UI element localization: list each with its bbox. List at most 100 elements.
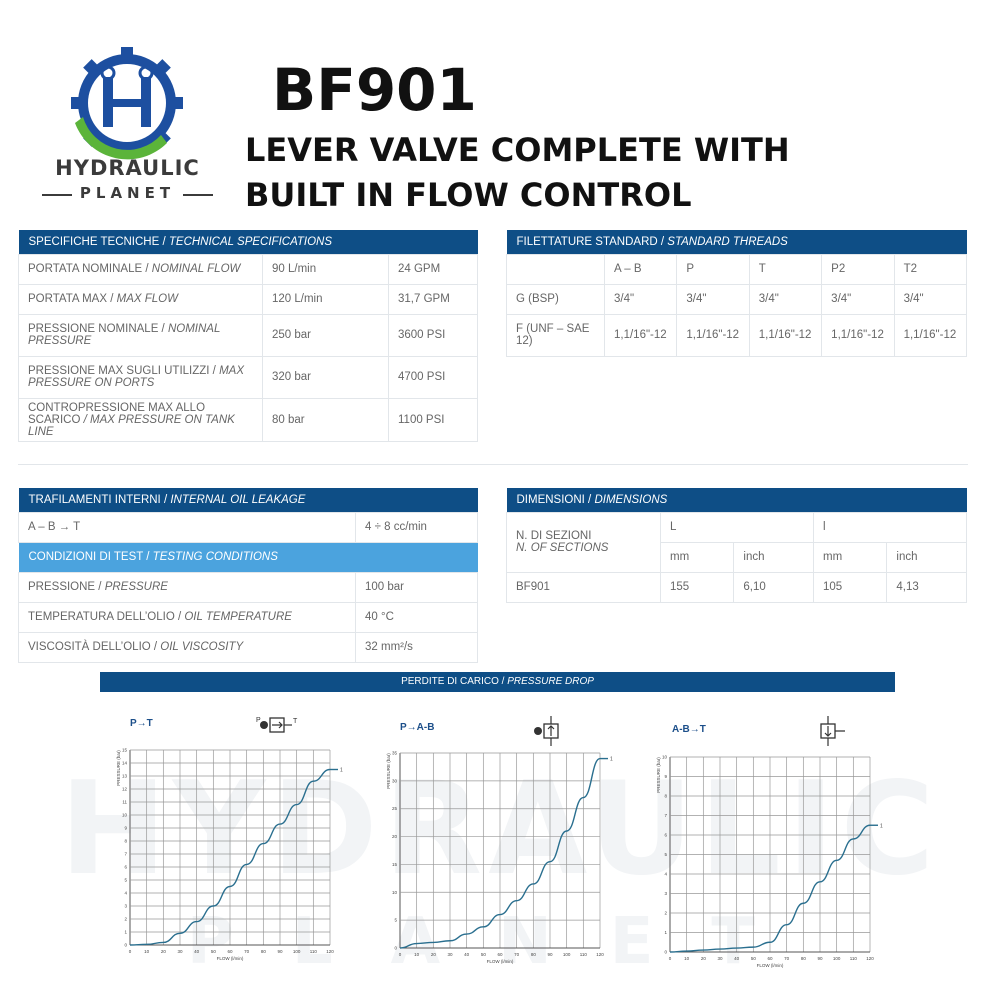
leakage-header: TRAFILAMENTI INTERNI / INTERNAL OIL LEAK… (18, 488, 478, 512)
tech-specs-table: SPECIFICHE TECNICHE / TECHNICAL SPECIFIC… (18, 230, 478, 442)
table-row: PORTATA NOMINALE / NOMINAL FLOW 90 L/min… (18, 253, 478, 285)
hydraulic-planet-logo-icon (71, 47, 183, 160)
x-tick-label: 20 (431, 952, 437, 957)
x-tick-label: 70 (784, 956, 790, 961)
svg-text:T: T (293, 718, 298, 725)
logo-brand-name: HYDRAULIC (55, 156, 200, 180)
table-row: CONTROPRESSIONE MAX ALLO SCARICO / MAX P… (18, 397, 478, 442)
x-tick-label: 80 (261, 949, 267, 954)
logo-line-left (42, 194, 72, 196)
y-axis-label: PRESSURE (bar) (386, 753, 391, 789)
svg-text:P: P (256, 717, 261, 724)
chart-2-title: P→A-B (400, 722, 435, 733)
table-row: TEMPERATURA DELL’OLIO / OIL TEMPERATURE … (18, 601, 478, 633)
pressure-drop-header: PERDITE DI CARICO / PRESSURE DROP (100, 672, 895, 692)
section-divider (18, 464, 968, 465)
leakage-table: TRAFILAMENTI INTERNI / INTERNAL OIL LEAK… (18, 488, 478, 663)
x-tick-label: 20 (161, 949, 167, 954)
x-tick-label: 40 (734, 956, 740, 961)
y-tick-label: 12 (122, 787, 128, 792)
x-tick-label: 40 (194, 949, 200, 954)
y-tick-label: 14 (122, 761, 128, 766)
y-tick-label: 8 (124, 839, 127, 844)
table-row: BF901 155 6,10 105 4,13 (506, 571, 967, 603)
y-tick-label: 0 (124, 943, 127, 948)
y-tick-label: 1 (124, 930, 127, 935)
chart-1-title: P→T (130, 718, 153, 729)
x-tick-label: 50 (751, 956, 757, 961)
x-tick-label: 90 (547, 952, 553, 957)
pressure-drop-chart-p-ab: 0 10 20 30 40 50 60 70 80 90 100 110 120 0 5 10 15 20 25 30… (386, 751, 613, 965)
x-tick-label: 120 (866, 956, 874, 961)
table-row: PORTATA MAX / MAX FLOW 120 L/min 31,7 GP… (18, 283, 478, 315)
y-tick-label: 0 (394, 946, 397, 951)
x-tick-label: 110 (580, 952, 588, 957)
x-tick-label: 30 (717, 956, 723, 961)
y-tick-label: 7 (124, 852, 127, 857)
x-tick-label: 110 (850, 956, 858, 961)
x-tick-label: 10 (414, 952, 420, 957)
y-tick-label: 35 (392, 751, 398, 756)
x-tick-label: 30 (447, 952, 453, 957)
table-row: PRESSIONE MAX SUGLI UTILIZZI / MAX PRESS… (18, 355, 478, 399)
x-axis-label: FLOW (l/min) (487, 959, 514, 964)
y-tick-label: 2 (124, 917, 127, 922)
y-tick-label: 4 (124, 891, 127, 896)
table-row: A – B → T 4 ÷ 8 cc/min (18, 511, 478, 543)
x-tick-label: 110 (310, 949, 318, 954)
tech-specs-header: SPECIFICHE TECNICHE / TECHNICAL SPECIFIC… (18, 230, 478, 254)
table-row: PRESSIONE NOMINALE / NOMINAL PRESSURE 25… (18, 313, 478, 357)
y-tick-label: 2 (664, 911, 667, 916)
x-tick-label: 60 (227, 949, 233, 954)
table-row: N. DI SEZIONI N. OF SECTIONS L l (506, 511, 968, 573)
x-tick-label: 10 (684, 956, 690, 961)
x-tick-label: 0 (399, 952, 402, 957)
x-tick-label: 60 (497, 952, 503, 957)
x-tick-label: 100 (563, 952, 571, 957)
y-tick-label: 10 (122, 813, 128, 818)
y-tick-label: 10 (662, 755, 668, 760)
table-row: A – B P T P2 T2 (506, 253, 968, 285)
y-tick-label: 7 (664, 813, 667, 818)
x-axis-label: FLOW (l/min) (757, 963, 784, 968)
y-tick-label: 15 (122, 748, 128, 753)
y-tick-label: 6 (124, 865, 127, 870)
threads-table: FILETTATURE STANDARD / STANDARD THREADS … (506, 230, 968, 357)
table-row: G (BSP) 3/4" 3/4" 3/4" 3/4" 3/4" (506, 283, 968, 315)
chart-3-title: A-B→T (672, 724, 706, 735)
series-end-label: 1 (610, 757, 613, 763)
y-tick-label: 30 (392, 778, 398, 783)
table-row: PRESSIONE / PRESSURE 100 bar (18, 571, 478, 603)
x-tick-label: 0 (669, 956, 672, 961)
x-tick-label: 100 (833, 956, 841, 961)
y-tick-label: 0 (664, 950, 667, 955)
y-tick-label: 6 (664, 833, 667, 838)
dimensions-header: DIMENSIONI / DIMENSIONS (506, 488, 967, 512)
x-tick-label: 120 (596, 952, 604, 957)
y-tick-label: 4 (664, 872, 667, 877)
x-tick-label: 60 (767, 956, 773, 961)
y-axis-label: PRESSURE (bar) (656, 757, 661, 793)
y-tick-label: 5 (664, 852, 667, 857)
y-tick-label: 1 (664, 930, 667, 935)
threads-header: FILETTATURE STANDARD / STANDARD THREADS (506, 230, 967, 254)
y-tick-label: 3 (664, 891, 667, 896)
dimensions-table: DIMENSIONI / DIMENSIONS N. DI SEZIONI N. … (506, 488, 968, 603)
series-end-label: 1 (880, 823, 883, 829)
valve-symbol-icon: T P (256, 717, 298, 733)
y-tick-label: 13 (122, 774, 128, 779)
y-tick-label: 10 (392, 890, 398, 895)
y-tick-label: 20 (392, 834, 398, 839)
x-tick-label: 70 (514, 952, 520, 957)
x-tick-label: 0 (129, 949, 132, 954)
x-tick-label: 50 (481, 952, 487, 957)
logo-line-right (183, 194, 213, 196)
x-tick-label: 10 (144, 949, 150, 954)
table-row: VISCOSITÀ DELL’OLIO / OIL VISCOSITY 32 m… (18, 631, 478, 663)
y-axis-label: PRESSURE (bar) (116, 750, 121, 786)
table-row: F (UNF – SAE 12) 1,1/16"-12 1,1/16"-12 1… (506, 313, 968, 357)
product-code: BF901 (272, 56, 477, 124)
series-line (129, 768, 331, 946)
y-tick-label: 9 (664, 774, 667, 779)
y-tick-label: 9 (124, 826, 127, 831)
